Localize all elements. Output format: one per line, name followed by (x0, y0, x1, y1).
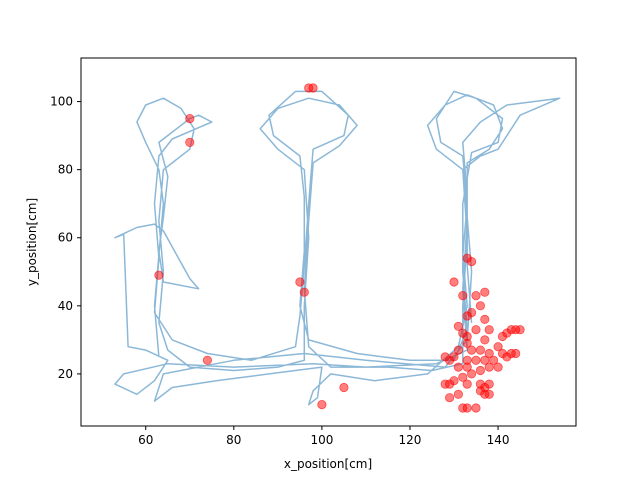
event-point (484, 348, 494, 359)
y-tick-label: 20 (58, 367, 73, 381)
trajectory-line (114, 90, 561, 406)
event-point (185, 114, 195, 124)
event-point (185, 137, 195, 147)
event-point (493, 342, 503, 352)
event-point (475, 365, 485, 376)
event-point (202, 355, 212, 365)
event-point (444, 393, 455, 403)
y-axis-ticks: 20 40 60 80 100 (50, 95, 81, 381)
x-tick-label: 100 (310, 433, 333, 447)
event-point (484, 325, 494, 335)
event-point (449, 277, 459, 287)
event-point (480, 314, 490, 324)
event-point (453, 345, 463, 355)
event-point (480, 335, 490, 345)
x-tick-label: 120 (399, 433, 422, 447)
event-point (471, 325, 481, 335)
event-point (453, 389, 463, 399)
event-point (299, 287, 309, 297)
event-point (462, 379, 472, 389)
plot-frame (80, 57, 577, 427)
event-point (502, 352, 512, 362)
x-tick-label: 60 (138, 433, 153, 447)
event-point (453, 362, 463, 372)
event-point (317, 399, 327, 410)
x-axis-label: x_position[cm] (284, 457, 372, 471)
y-tick-label: 40 (58, 299, 73, 313)
event-point (339, 382, 349, 393)
event-point (154, 270, 164, 280)
event-point (462, 311, 472, 321)
event-point (462, 338, 472, 348)
event-point (308, 83, 318, 93)
event-point (475, 345, 485, 355)
x-tick-label: 140 (487, 433, 510, 447)
plot-area (80, 57, 577, 427)
x-axis-ticks: 60 80 100 120 140 (138, 426, 510, 447)
event-point (471, 290, 481, 301)
event-point (440, 379, 450, 389)
event-point (471, 355, 481, 365)
trajectory-series (114, 90, 561, 406)
event-point (453, 321, 463, 331)
event-point (444, 355, 455, 365)
event-point (466, 369, 477, 379)
event-point (515, 325, 525, 335)
y-tick-label: 100 (50, 95, 73, 109)
event-point (488, 355, 499, 365)
event-point (295, 277, 305, 287)
y-tick-label: 60 (58, 231, 73, 245)
event-point (466, 345, 477, 355)
y-axis-label: y_position[cm] (25, 198, 39, 286)
event-point (462, 403, 472, 413)
event-point (480, 389, 490, 399)
event-point (471, 403, 481, 413)
event-point (462, 362, 472, 372)
event-point (511, 348, 521, 359)
y-tick-label: 80 (58, 163, 73, 177)
event-point (493, 362, 503, 372)
event-point (466, 256, 477, 267)
event-point (458, 290, 468, 301)
event-point (484, 362, 494, 372)
event-point (458, 372, 468, 382)
x-tick-label: 80 (226, 433, 241, 447)
event-points-series (154, 83, 525, 413)
event-point (475, 301, 485, 311)
event-point (480, 287, 490, 297)
